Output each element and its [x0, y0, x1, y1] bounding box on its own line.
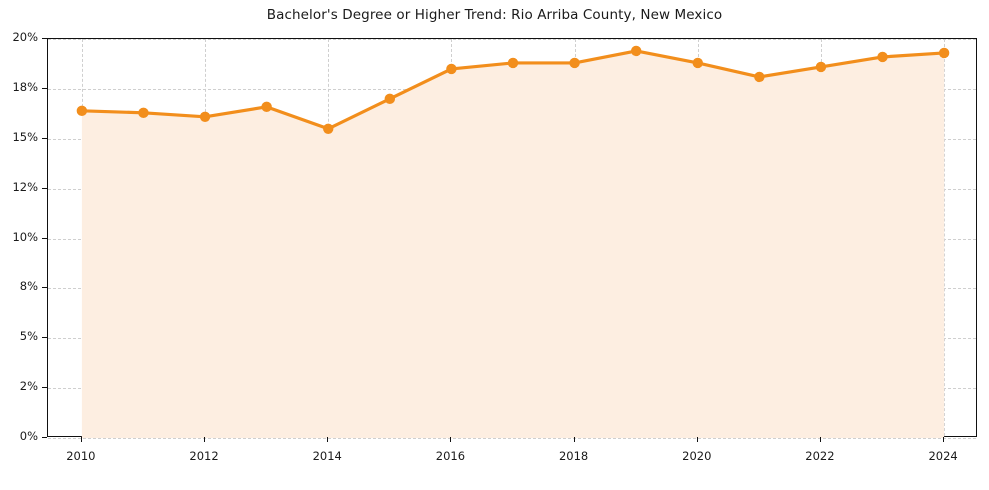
x-axis-tick-label: 2012 [189, 449, 219, 463]
gridline-horizontal [48, 39, 976, 40]
data-point-marker [384, 93, 396, 105]
data-point-marker [261, 101, 272, 113]
data-point-marker [138, 107, 149, 119]
data-point-marker [754, 71, 765, 83]
x-axis-tick-label: 2014 [312, 449, 342, 463]
data-point-marker [938, 47, 950, 59]
y-axis-tick-label: 0% [19, 429, 38, 443]
data-point-marker [323, 123, 334, 134]
gridline-vertical [944, 39, 946, 436]
data-point-marker [446, 63, 457, 75]
data-point-marker [692, 57, 703, 69]
y-axis-tick-label: 2% [19, 379, 38, 394]
y-axis-tick-label: 8% [19, 279, 38, 294]
gridline-horizontal [48, 438, 976, 439]
x-axis-tick-label: 2022 [805, 449, 835, 463]
plot-area [47, 38, 977, 439]
data-point-marker [76, 105, 88, 117]
data-point-marker [199, 111, 211, 123]
x-axis-tick-label: 2020 [682, 449, 712, 463]
data-point-marker [569, 57, 580, 69]
y-axis-tick-label: 5% [19, 329, 38, 344]
y-axis-tick-label: 20% [12, 30, 38, 44]
chart-title: Bachelor's Degree or Higher Trend: Rio A… [266, 7, 723, 23]
data-point-marker [630, 45, 642, 57]
y-axis-tick-label: 15% [12, 129, 38, 144]
plot-inner [48, 39, 976, 439]
series-area-fill [81, 50, 945, 438]
data-point-marker [877, 51, 888, 63]
x-axis-tick-label: 2018 [558, 449, 589, 463]
x-axis-tick-label: 2016 [435, 449, 466, 463]
y-axis-tick-mark [42, 437, 47, 438]
y-axis-tick-label: 12% [12, 179, 38, 194]
x-axis-tick-label: 2024 [928, 449, 958, 463]
y-axis-tick-label: 18% [12, 79, 38, 94]
data-point-marker [507, 57, 519, 69]
series-bachelors-degree-or-higher [76, 45, 950, 438]
data-point-marker [815, 61, 827, 73]
x-axis-tick-label: 2010 [66, 449, 96, 463]
y-axis-tick-label: 10% [12, 229, 38, 244]
